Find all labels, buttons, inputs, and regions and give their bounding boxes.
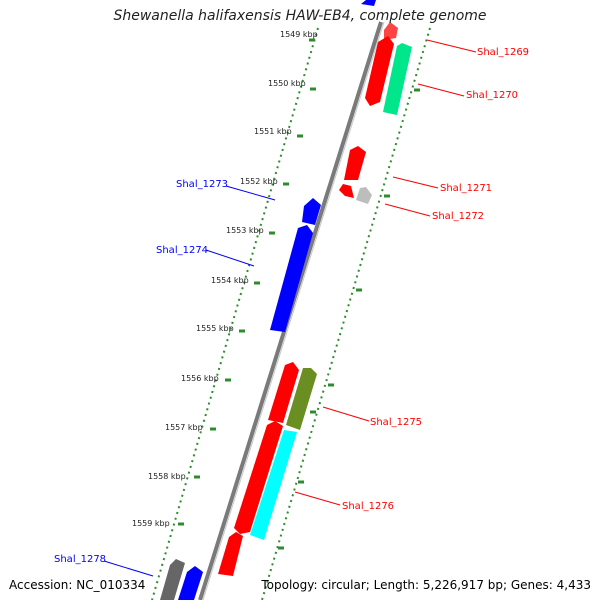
leader-lines xyxy=(103,39,477,577)
gene-feature-shal-1272[interactable] xyxy=(356,187,372,204)
gene-feature-shal-1269[interactable] xyxy=(384,22,398,40)
kbp-label: 1551 kbp xyxy=(254,127,292,136)
kbp-label: 1556 kbp xyxy=(181,374,219,383)
kbp-label: 1549 kbp xyxy=(280,30,318,39)
gene-feature-shal-1270[interactable] xyxy=(383,43,412,115)
gene-label-shal-1273: Shal_1273 xyxy=(176,179,228,190)
kbp-label: 1555 kbp xyxy=(196,324,234,333)
gene-feature-shal-1275[interactable] xyxy=(286,368,317,430)
gene-feature-bottom-gray[interactable] xyxy=(160,559,185,600)
gene-feature-red-2[interactable] xyxy=(234,421,283,534)
outer-ticks xyxy=(278,88,420,550)
gene-label-shal-1278: Shal_1278 xyxy=(54,554,106,565)
gene-labels: Shal_1269 Shal_1270 Shal_1271 Shal_1272 … xyxy=(54,47,529,565)
gene-feature-shal-1276[interactable] xyxy=(250,430,297,540)
kbp-label: 1553 kbp xyxy=(226,226,264,235)
gene-label-shal-1274: Shal_1274 xyxy=(156,245,208,256)
inner-tick-track xyxy=(151,27,319,600)
gene-feature-red-1[interactable] xyxy=(268,362,299,423)
topology-label: Topology: circular; Length: 5,226,917 bp… xyxy=(261,578,591,592)
gene-feature-shal-1273[interactable] xyxy=(302,198,321,225)
map-title: Shewanella halifaxensis HAW-EB4, complet… xyxy=(113,8,487,24)
kbp-label: 1558 kbp xyxy=(148,472,186,481)
gene-label-shal-1276: Shal_1276 xyxy=(342,501,394,512)
backbone xyxy=(198,21,385,600)
gene-feature-bottom-blue[interactable] xyxy=(178,566,203,600)
kbp-label: 1554 kbp xyxy=(211,276,249,285)
kbp-label: 1552 kbp xyxy=(240,177,278,186)
gene-label-shal-1269: Shal_1269 xyxy=(477,47,529,58)
major-ticks xyxy=(178,38,316,526)
gene-label-shal-1271: Shal_1271 xyxy=(440,183,492,194)
kbp-label: 1557 kbp xyxy=(165,423,203,432)
gene-label-shal-1270: Shal_1270 xyxy=(466,90,518,101)
gene-feature-shal-1274[interactable] xyxy=(270,225,313,332)
kbp-label: 1550 kbp xyxy=(268,79,306,88)
gene-feature-shal-1271[interactable] xyxy=(339,146,366,198)
gene-label-shal-1272: Shal_1272 xyxy=(432,211,484,222)
gene-feature-red-top[interactable] xyxy=(365,36,394,106)
gene-label-shal-1275: Shal_1275 xyxy=(370,417,422,428)
accession-label: Accession: NC_010334 xyxy=(9,578,146,592)
kbp-labels: 1549 kbp 1550 kbp 1551 kbp 1552 kbp 1553… xyxy=(132,30,318,528)
gene-feature-top-blue[interactable] xyxy=(361,0,376,6)
kbp-label: 1559 kbp xyxy=(132,519,170,528)
gene-feature-red-3[interactable] xyxy=(218,532,243,576)
